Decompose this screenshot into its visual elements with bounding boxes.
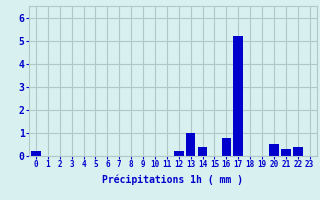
Bar bbox=[174, 151, 183, 156]
Bar bbox=[293, 147, 302, 156]
Bar bbox=[198, 147, 207, 156]
Bar bbox=[281, 149, 291, 156]
Bar bbox=[186, 133, 196, 156]
X-axis label: Précipitations 1h ( mm ): Précipitations 1h ( mm ) bbox=[102, 175, 243, 185]
Bar bbox=[234, 36, 243, 156]
Bar bbox=[221, 138, 231, 156]
Bar bbox=[269, 144, 279, 156]
Bar bbox=[31, 151, 41, 156]
